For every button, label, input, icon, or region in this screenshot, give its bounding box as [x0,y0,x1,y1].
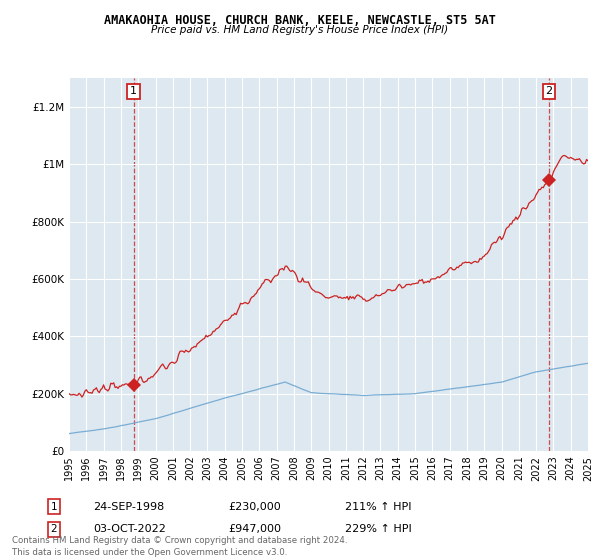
Text: 2: 2 [545,86,553,96]
Text: 1: 1 [130,86,137,96]
Text: AMAKAOHIA HOUSE, CHURCH BANK, KEELE, NEWCASTLE, ST5 5AT: AMAKAOHIA HOUSE, CHURCH BANK, KEELE, NEW… [104,14,496,27]
Text: 211% ↑ HPI: 211% ↑ HPI [345,502,412,512]
Text: Price paid vs. HM Land Registry's House Price Index (HPI): Price paid vs. HM Land Registry's House … [151,25,449,35]
Text: 229% ↑ HPI: 229% ↑ HPI [345,524,412,534]
Text: 24-SEP-1998: 24-SEP-1998 [93,502,164,512]
Text: £230,000: £230,000 [228,502,281,512]
Text: £947,000: £947,000 [228,524,281,534]
Text: 1: 1 [50,502,58,512]
Text: Contains HM Land Registry data © Crown copyright and database right 2024.
This d: Contains HM Land Registry data © Crown c… [12,536,347,557]
Text: 03-OCT-2022: 03-OCT-2022 [93,524,166,534]
Text: 2: 2 [50,524,58,534]
